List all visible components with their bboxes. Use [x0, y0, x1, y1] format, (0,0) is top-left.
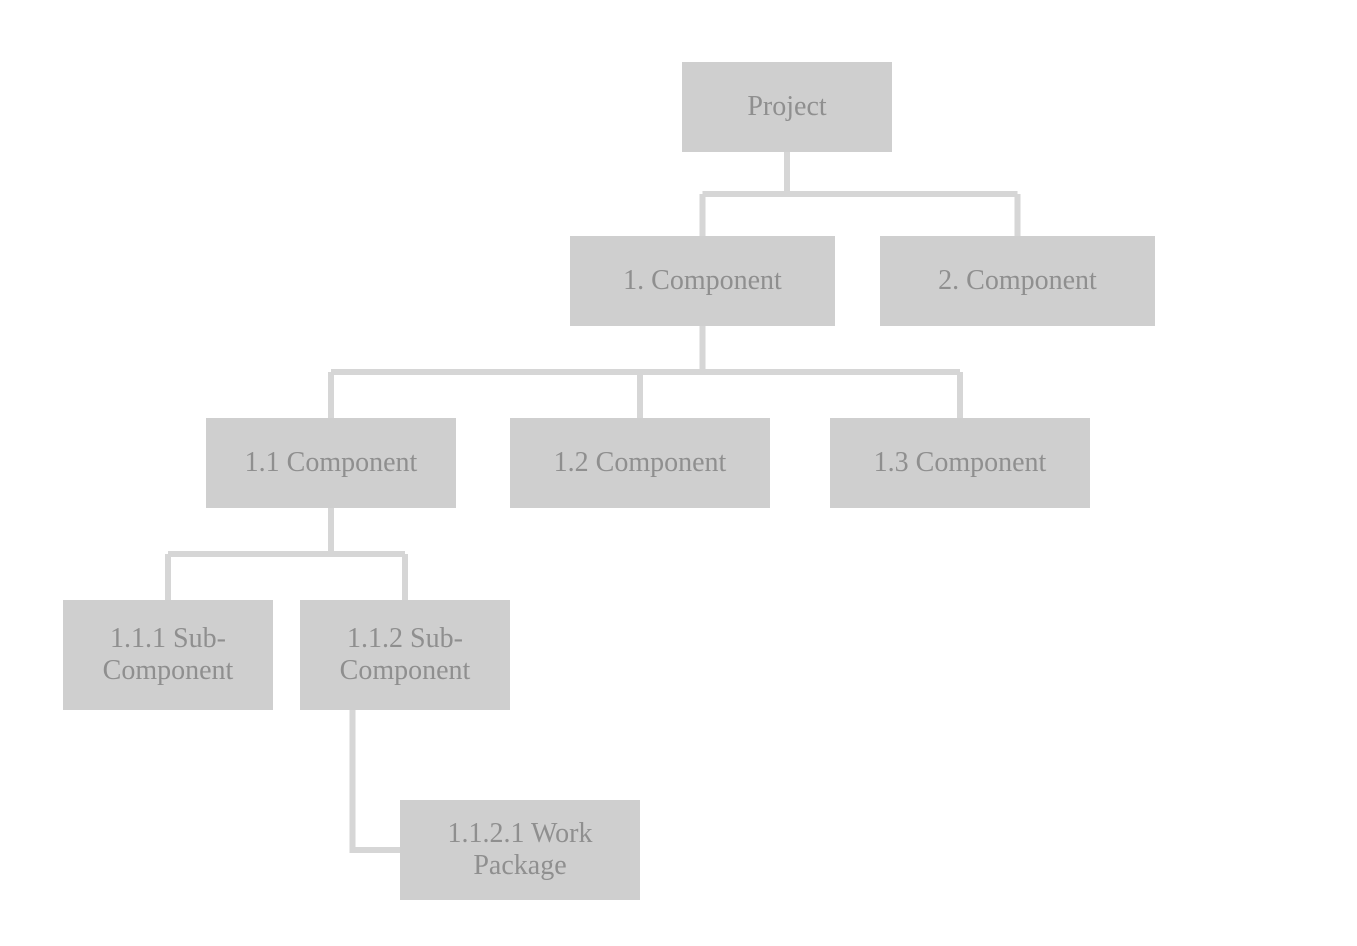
node-project: Project	[682, 62, 892, 152]
node-label: 2. Component	[938, 265, 1097, 297]
node-label: 1. Component	[623, 265, 782, 297]
node-label: 1.1.2 Sub-Component	[308, 623, 502, 687]
wbs-diagram: Project 1. Component 2. Component 1.1 Co…	[0, 0, 1357, 946]
node-component-1-2: 1.2 Component	[510, 418, 770, 508]
node-work-package-1-1-2-1: 1.1.2.1 Work Package	[400, 800, 640, 900]
node-component-1-1: 1.1 Component	[206, 418, 456, 508]
node-subcomponent-1-1-2: 1.1.2 Sub-Component	[300, 600, 510, 710]
connector-c112-c1121	[353, 710, 401, 850]
node-label: Project	[747, 91, 826, 123]
node-label: 1.3 Component	[874, 447, 1047, 479]
node-component-2: 2. Component	[880, 236, 1155, 326]
node-label: 1.2 Component	[554, 447, 727, 479]
node-label: 1.1.1 Sub-Component	[71, 623, 265, 687]
node-label: 1.1 Component	[245, 447, 418, 479]
node-subcomponent-1-1-1: 1.1.1 Sub-Component	[63, 600, 273, 710]
node-label: 1.1.2.1 Work Package	[408, 818, 632, 882]
node-component-1-3: 1.3 Component	[830, 418, 1090, 508]
node-component-1: 1. Component	[570, 236, 835, 326]
